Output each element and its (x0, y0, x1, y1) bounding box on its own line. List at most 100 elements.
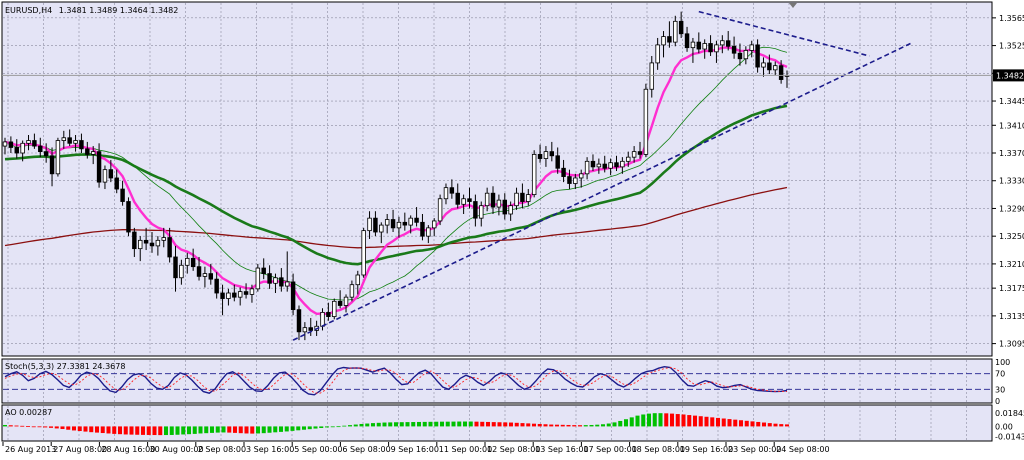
ao-bar (14, 425, 19, 427)
candle-body (514, 192, 519, 207)
time-tick-label: 9 Sep 16:00 (391, 445, 439, 454)
ao-bar (359, 423, 364, 427)
ao-bar (491, 422, 496, 427)
ao-panel[interactable] (1, 404, 993, 442)
ao-bar (445, 421, 450, 427)
ao-bar (152, 426, 157, 436)
candle-body (714, 44, 719, 53)
candle-body (120, 188, 125, 202)
ao-bar (738, 420, 744, 427)
stochastic-lines (4, 365, 788, 396)
price-panel[interactable] (1, 1, 993, 357)
time-tick-label: 5 Sep 00:00 (294, 445, 342, 454)
candle-body (602, 163, 607, 169)
ao-bar (468, 421, 473, 427)
ao-bar (313, 426, 318, 429)
ao-bar (117, 426, 123, 435)
candle-body (761, 62, 766, 68)
chart-title-label: EURUSD,H4 1.3481 1.3489 1.3464 1.3482 (5, 6, 178, 15)
ao-bar (267, 426, 272, 433)
time-tick-label: 23 Sep 00:00 (728, 445, 781, 454)
ao-bar (221, 426, 226, 433)
ao-bar (66, 426, 71, 430)
candle-body (531, 153, 537, 195)
ao-grid (7, 406, 967, 440)
candle-body (55, 140, 61, 175)
ao-bar (704, 416, 709, 427)
ao-bar (43, 426, 48, 428)
candle-body (702, 43, 707, 50)
candle-body (337, 300, 343, 306)
ao-bar (71, 426, 77, 431)
ao-bar (135, 426, 140, 435)
ao-bar (635, 415, 640, 427)
ao-bar (129, 426, 134, 435)
candle-body (255, 267, 261, 290)
ao-bar (767, 423, 772, 427)
ao-bar (48, 426, 54, 428)
candle-body (502, 199, 507, 215)
candle-body (179, 264, 184, 279)
candle-body (778, 65, 784, 80)
ao-bar (169, 426, 174, 435)
ao-bar (330, 426, 335, 428)
ao-bar (750, 421, 755, 427)
shift-marker-icon[interactable] (789, 3, 797, 8)
stochastic-signal-line (4, 367, 788, 394)
ao-bar (112, 426, 117, 434)
ao-bar (687, 415, 692, 427)
ao-bar (163, 426, 169, 436)
ao-bar (83, 426, 88, 432)
ao-bar (566, 424, 571, 427)
candle-body (573, 177, 578, 184)
candle-body (43, 151, 49, 157)
candle-body (737, 52, 743, 60)
ao-bar (232, 426, 238, 433)
price-tick-label: 1.3410 (999, 121, 1024, 130)
ma-thin-line (4, 46, 788, 301)
ao-bar (514, 422, 519, 427)
candle-body (555, 155, 560, 169)
candle-body (2, 141, 8, 147)
time-tick-label: 28 Aug 16:00 (101, 445, 155, 454)
ao-bar (399, 422, 404, 427)
stochastic-panel[interactable] (1, 358, 993, 404)
ao-bar (451, 421, 456, 427)
stochastic-tick-label: 30 (995, 385, 1005, 394)
candle-body (243, 291, 249, 295)
candle-body (167, 237, 172, 258)
ao-bar (560, 424, 565, 427)
ao-axis: 0.01845 0.00 -0.0143 (995, 409, 1024, 442)
price-tick-label: 1.3250 (999, 232, 1024, 241)
candle-body (202, 273, 208, 277)
candle-body (720, 40, 725, 46)
candle-body (631, 151, 637, 158)
candle-body (549, 151, 555, 157)
ao-bar (577, 425, 583, 427)
candle-body (96, 151, 102, 183)
ao-bar (497, 422, 502, 427)
candle-body (114, 177, 119, 190)
candle-body (655, 44, 660, 64)
ao-bar (761, 422, 767, 427)
ao-bar (393, 422, 399, 427)
ao-bar (474, 421, 479, 427)
ao-bar (319, 426, 324, 428)
candle-body (149, 242, 155, 247)
ao-bar (508, 422, 514, 427)
candle-body (355, 274, 361, 286)
trendlines[interactable] (292, 10, 911, 341)
candle-body (232, 292, 237, 298)
candle-body (484, 192, 490, 207)
candle-body (220, 292, 225, 299)
candle-body (279, 277, 284, 287)
candle-body (237, 291, 243, 298)
candle-body (61, 137, 67, 141)
ao-bar (278, 426, 284, 432)
ao-bar (428, 421, 433, 427)
candle-body (731, 45, 737, 54)
candle-body (508, 205, 513, 215)
ao-bar (290, 426, 295, 431)
